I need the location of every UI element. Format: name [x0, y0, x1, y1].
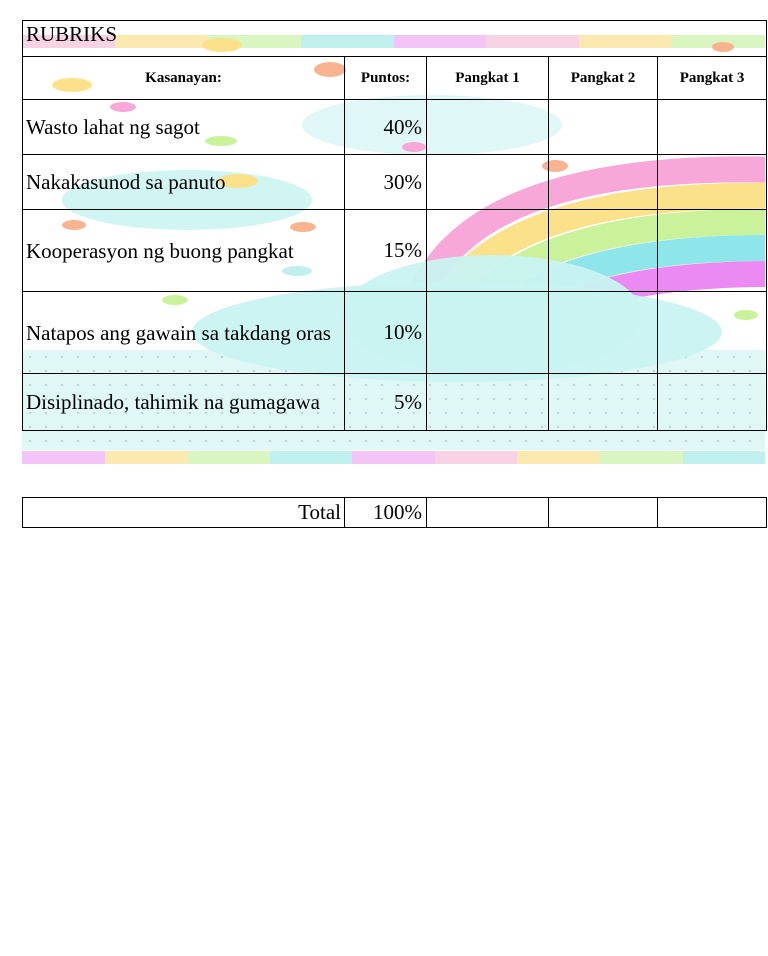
group-1-score-cell[interactable] — [426, 209, 549, 292]
table-row: Natapos ang gawain sa takdang oras 10% — [22, 291, 768, 374]
criterion-cell: Natapos ang gawain sa takdang oras — [22, 291, 345, 374]
table-row: Wasto lahat ng sagot 40% — [22, 99, 768, 155]
group-3-score-cell[interactable] — [656, 154, 768, 210]
points-cell: 40% — [344, 99, 427, 155]
criterion-cell: Kooperasyon ng buong pangkat — [22, 209, 345, 292]
group-2-score-cell[interactable] — [548, 373, 658, 431]
total-label: Total — [22, 497, 345, 528]
total-row: Total 100% — [22, 497, 767, 528]
group-1-score-cell[interactable] — [426, 154, 549, 210]
criterion-cell: Nakakasunod sa panuto — [22, 154, 345, 210]
total-group-2-cell[interactable] — [548, 497, 658, 528]
header-group-1: Pangkat 1 — [426, 56, 549, 100]
rubric-table: RUBRIKS Kasanayan: Puntos: Pangkat 1 Pan… — [21, 20, 768, 431]
table-row: Disiplinado, tahimik na gumagawa 5% — [22, 373, 768, 431]
table-row: Kooperasyon ng buong pangkat 15% — [22, 209, 768, 292]
total-group-3-cell[interactable] — [657, 497, 767, 528]
total-group-1-cell[interactable] — [426, 497, 549, 528]
header-group-3: Pangkat 3 — [656, 56, 768, 100]
header-row: Kasanayan: Puntos: Pangkat 1 Pangkat 2 P… — [22, 56, 768, 100]
points-cell: 5% — [344, 373, 427, 431]
group-3-score-cell[interactable] — [656, 291, 768, 374]
group-2-score-cell[interactable] — [548, 291, 658, 374]
criterion-cell: Wasto lahat ng sagot — [22, 99, 345, 155]
group-1-score-cell[interactable] — [426, 291, 549, 374]
group-1-score-cell[interactable] — [426, 373, 549, 431]
group-2-score-cell[interactable] — [548, 209, 658, 292]
table-row: Nakakasunod sa panuto 30% — [22, 154, 768, 210]
header-points: Puntos: — [344, 56, 427, 100]
group-3-score-cell[interactable] — [656, 373, 768, 431]
header-group-2: Pangkat 2 — [548, 56, 658, 100]
rubric-title: RUBRIKS — [21, 20, 768, 57]
group-2-score-cell[interactable] — [548, 99, 658, 155]
points-cell: 30% — [344, 154, 427, 210]
points-cell: 15% — [344, 209, 427, 292]
total-table: Total 100% — [22, 497, 767, 528]
group-3-score-cell[interactable] — [656, 209, 768, 292]
criterion-cell: Disiplinado, tahimik na gumagawa — [22, 373, 345, 431]
color-stripe-bottom — [22, 451, 765, 464]
group-2-score-cell[interactable] — [548, 154, 658, 210]
group-3-score-cell[interactable] — [656, 99, 768, 155]
points-cell: 10% — [344, 291, 427, 374]
total-points: 100% — [344, 497, 427, 528]
group-1-score-cell[interactable] — [426, 99, 549, 155]
header-criterion: Kasanayan: — [22, 56, 345, 100]
